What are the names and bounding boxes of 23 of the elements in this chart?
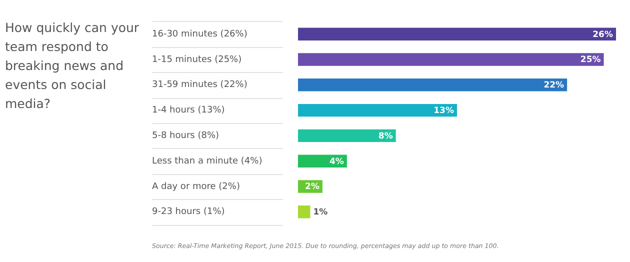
y-tick-label: 16-30 minutes (26%) bbox=[152, 29, 248, 40]
bar bbox=[298, 104, 457, 117]
data-label: 26% bbox=[592, 30, 614, 40]
data-label: 25% bbox=[580, 55, 602, 66]
data-label: 2% bbox=[305, 182, 320, 192]
bar bbox=[298, 28, 616, 40]
y-tick-label: 1-15 minutes (25%) bbox=[152, 54, 242, 65]
y-tick-label: 1-4 hours (13%) bbox=[152, 106, 225, 116]
data-label: 1% bbox=[313, 208, 328, 218]
y-tick-label: 9-23 hours (1%) bbox=[152, 207, 225, 218]
y-tick-label: Less than a minute (4%) bbox=[152, 156, 262, 166]
bar bbox=[298, 78, 568, 92]
data-label: 4% bbox=[329, 156, 344, 167]
data-label: 22% bbox=[544, 80, 565, 91]
bar bbox=[298, 129, 396, 142]
bar bbox=[298, 206, 310, 218]
y-tick-label: 31-59 minutes (22%) bbox=[152, 80, 248, 90]
y-tick-label: A day or more (2%) bbox=[152, 182, 240, 192]
text: How quickly can your team respond to breaking news and events on social media? bbox=[5, 19, 140, 113]
data-label: 13% bbox=[434, 106, 454, 116]
data-label: 8% bbox=[378, 131, 394, 142]
bar bbox=[298, 53, 604, 66]
y-tick-label: 5-8 hours (8%) bbox=[152, 131, 220, 142]
